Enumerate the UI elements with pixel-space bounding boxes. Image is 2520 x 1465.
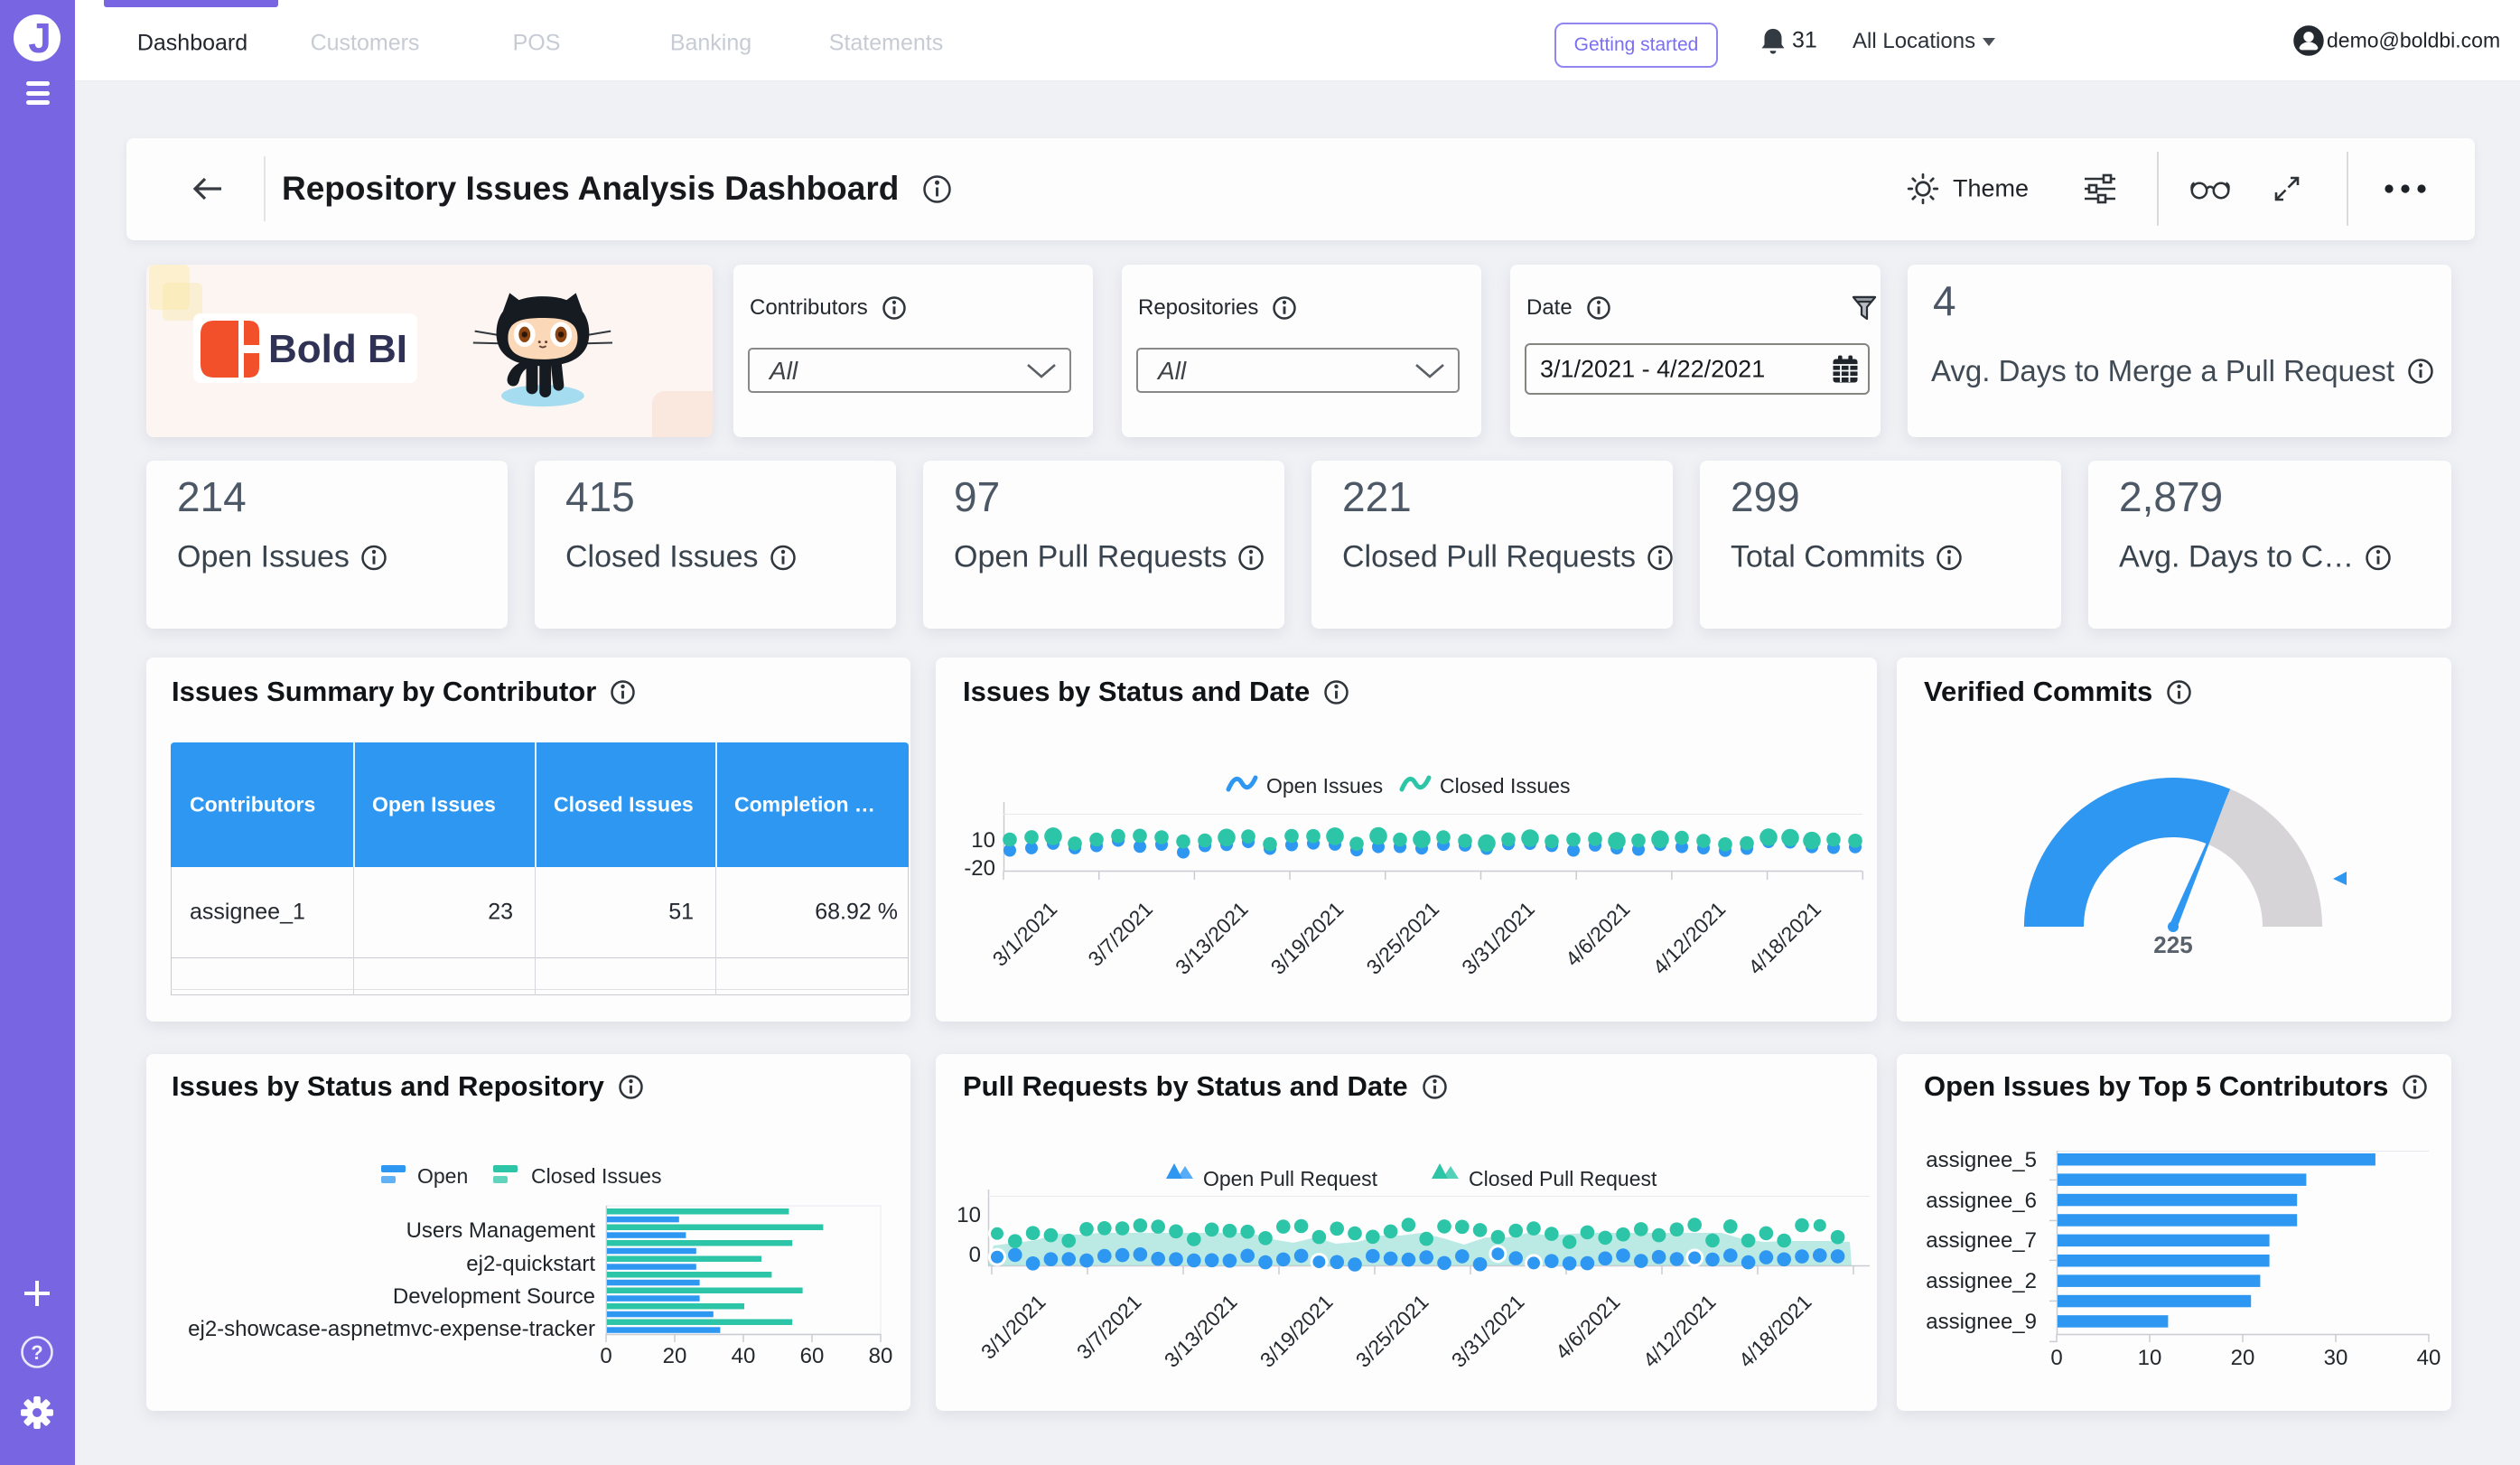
svg-text:-20: -20 xyxy=(964,856,995,881)
svg-text:10: 10 xyxy=(2138,1346,2162,1370)
svg-text:0: 0 xyxy=(600,1344,611,1368)
svg-text:60: 60 xyxy=(800,1344,825,1368)
svg-text:assignee_5: assignee_5 xyxy=(1926,1148,2037,1172)
svg-text:40: 40 xyxy=(732,1344,756,1368)
svg-text:J: J xyxy=(28,14,51,61)
svg-text:Development Source: Development Source xyxy=(393,1284,595,1309)
svg-text:Closed Pull Request: Closed Pull Request xyxy=(1469,1167,1657,1190)
svg-text:Closed Issues: Closed Issues xyxy=(1440,774,1570,798)
svg-text:30: 30 xyxy=(2324,1346,2348,1370)
svg-text:ej2-quickstart: ej2-quickstart xyxy=(466,1252,595,1276)
svg-text:4/6/2021: 4/6/2021 xyxy=(1561,897,1635,971)
svg-text:4/18/2021: 4/18/2021 xyxy=(1734,1290,1816,1372)
svg-text:Open Issues: Open Issues xyxy=(1266,774,1383,798)
svg-text:3/31/2021: 3/31/2021 xyxy=(1457,897,1539,979)
svg-text:ej2-showcase-aspnetmvc-expense: ej2-showcase-aspnetmvc-expense-tracker xyxy=(188,1317,595,1341)
svg-text:4/6/2021: 4/6/2021 xyxy=(1551,1290,1625,1364)
svg-text:4/18/2021: 4/18/2021 xyxy=(1743,897,1825,979)
svg-text:4/12/2021: 4/12/2021 xyxy=(1648,897,1731,979)
svg-text:assignee_6: assignee_6 xyxy=(1926,1189,2037,1213)
svg-text:Open: Open xyxy=(417,1164,468,1188)
svg-text:3/1/2021: 3/1/2021 xyxy=(976,1290,1050,1364)
svg-text:40: 40 xyxy=(2417,1346,2441,1370)
svg-text:assignee_9: assignee_9 xyxy=(1926,1310,2037,1334)
svg-text:20: 20 xyxy=(2231,1346,2255,1370)
svg-text:10: 10 xyxy=(957,1203,981,1227)
svg-text:3/19/2021: 3/19/2021 xyxy=(1255,1290,1338,1372)
svg-text:225: 225 xyxy=(2153,931,2192,958)
svg-text:0: 0 xyxy=(2050,1346,2062,1370)
svg-text:20: 20 xyxy=(663,1344,687,1368)
svg-text:3/7/2021: 3/7/2021 xyxy=(1083,897,1157,971)
svg-text:3/13/2021: 3/13/2021 xyxy=(1160,1290,1242,1372)
svg-text:Users Management: Users Management xyxy=(406,1218,596,1243)
svg-text:4/12/2021: 4/12/2021 xyxy=(1638,1290,1721,1372)
svg-text:assignee_7: assignee_7 xyxy=(1926,1228,2037,1253)
svg-text:3/7/2021: 3/7/2021 xyxy=(1072,1290,1146,1364)
svg-text:3/25/2021: 3/25/2021 xyxy=(1361,897,1443,979)
svg-text:?: ? xyxy=(31,1341,42,1364)
svg-text:0: 0 xyxy=(969,1243,981,1267)
svg-text:3/13/2021: 3/13/2021 xyxy=(1171,897,1253,979)
svg-text:Open Pull Request: Open Pull Request xyxy=(1203,1167,1378,1190)
svg-text:assignee_2: assignee_2 xyxy=(1926,1269,2037,1293)
svg-text:3/31/2021: 3/31/2021 xyxy=(1447,1290,1529,1372)
svg-text:Closed Issues: Closed Issues xyxy=(531,1164,661,1188)
svg-text:80: 80 xyxy=(869,1344,893,1368)
svg-text:3/1/2021: 3/1/2021 xyxy=(988,897,1062,971)
svg-text:10: 10 xyxy=(971,828,995,853)
svg-text:3/25/2021: 3/25/2021 xyxy=(1351,1290,1433,1372)
svg-text:3/19/2021: 3/19/2021 xyxy=(1266,897,1349,979)
